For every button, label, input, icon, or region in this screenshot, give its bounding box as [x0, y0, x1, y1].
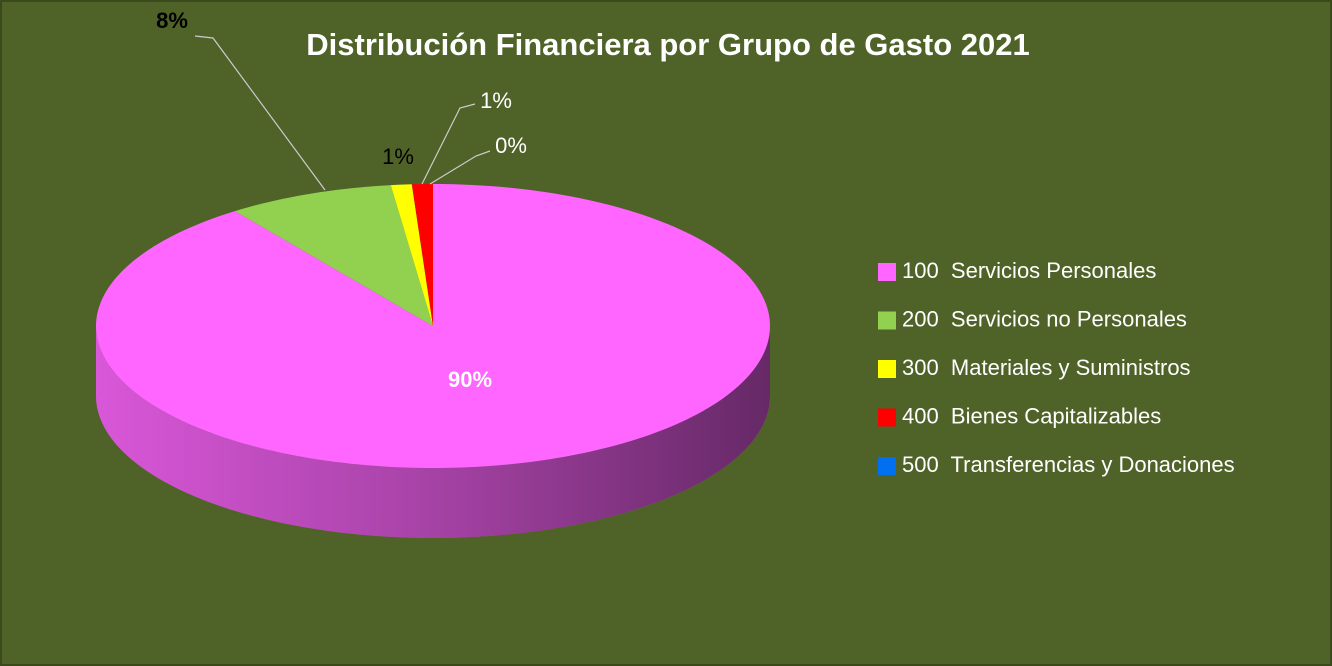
legend-text: 500 Transferencias y Donaciones	[902, 452, 1235, 477]
leader-line	[421, 103, 476, 185]
data-label: 90%	[448, 367, 492, 392]
legend-swatch	[878, 263, 896, 281]
legend-swatch	[878, 360, 896, 378]
data-label: 1%	[480, 88, 512, 113]
leader-line	[429, 150, 491, 185]
slice	[96, 184, 770, 468]
data-label: 0%	[495, 133, 527, 158]
legend-swatch	[878, 457, 896, 475]
slice	[234, 185, 433, 326]
leader-line	[194, 35, 326, 191]
legend-text: 200 Servicios no Personales	[902, 306, 1187, 331]
legend-swatch	[878, 311, 896, 330]
slice-side-shade	[96, 326, 770, 538]
legend-text: 100 Servicios Personales	[902, 258, 1156, 283]
data-label: 8%	[156, 8, 188, 33]
legend-text: 400 Bienes Capitalizables	[902, 403, 1161, 428]
data-label: 1%	[382, 144, 414, 169]
slice	[411, 184, 433, 326]
slice	[390, 184, 433, 326]
legend-swatch	[878, 408, 896, 427]
legend-text: 300 Materiales y Suministros	[902, 355, 1191, 380]
chart-title: Distribución Financiera por Grupo de Gas…	[306, 27, 1030, 62]
